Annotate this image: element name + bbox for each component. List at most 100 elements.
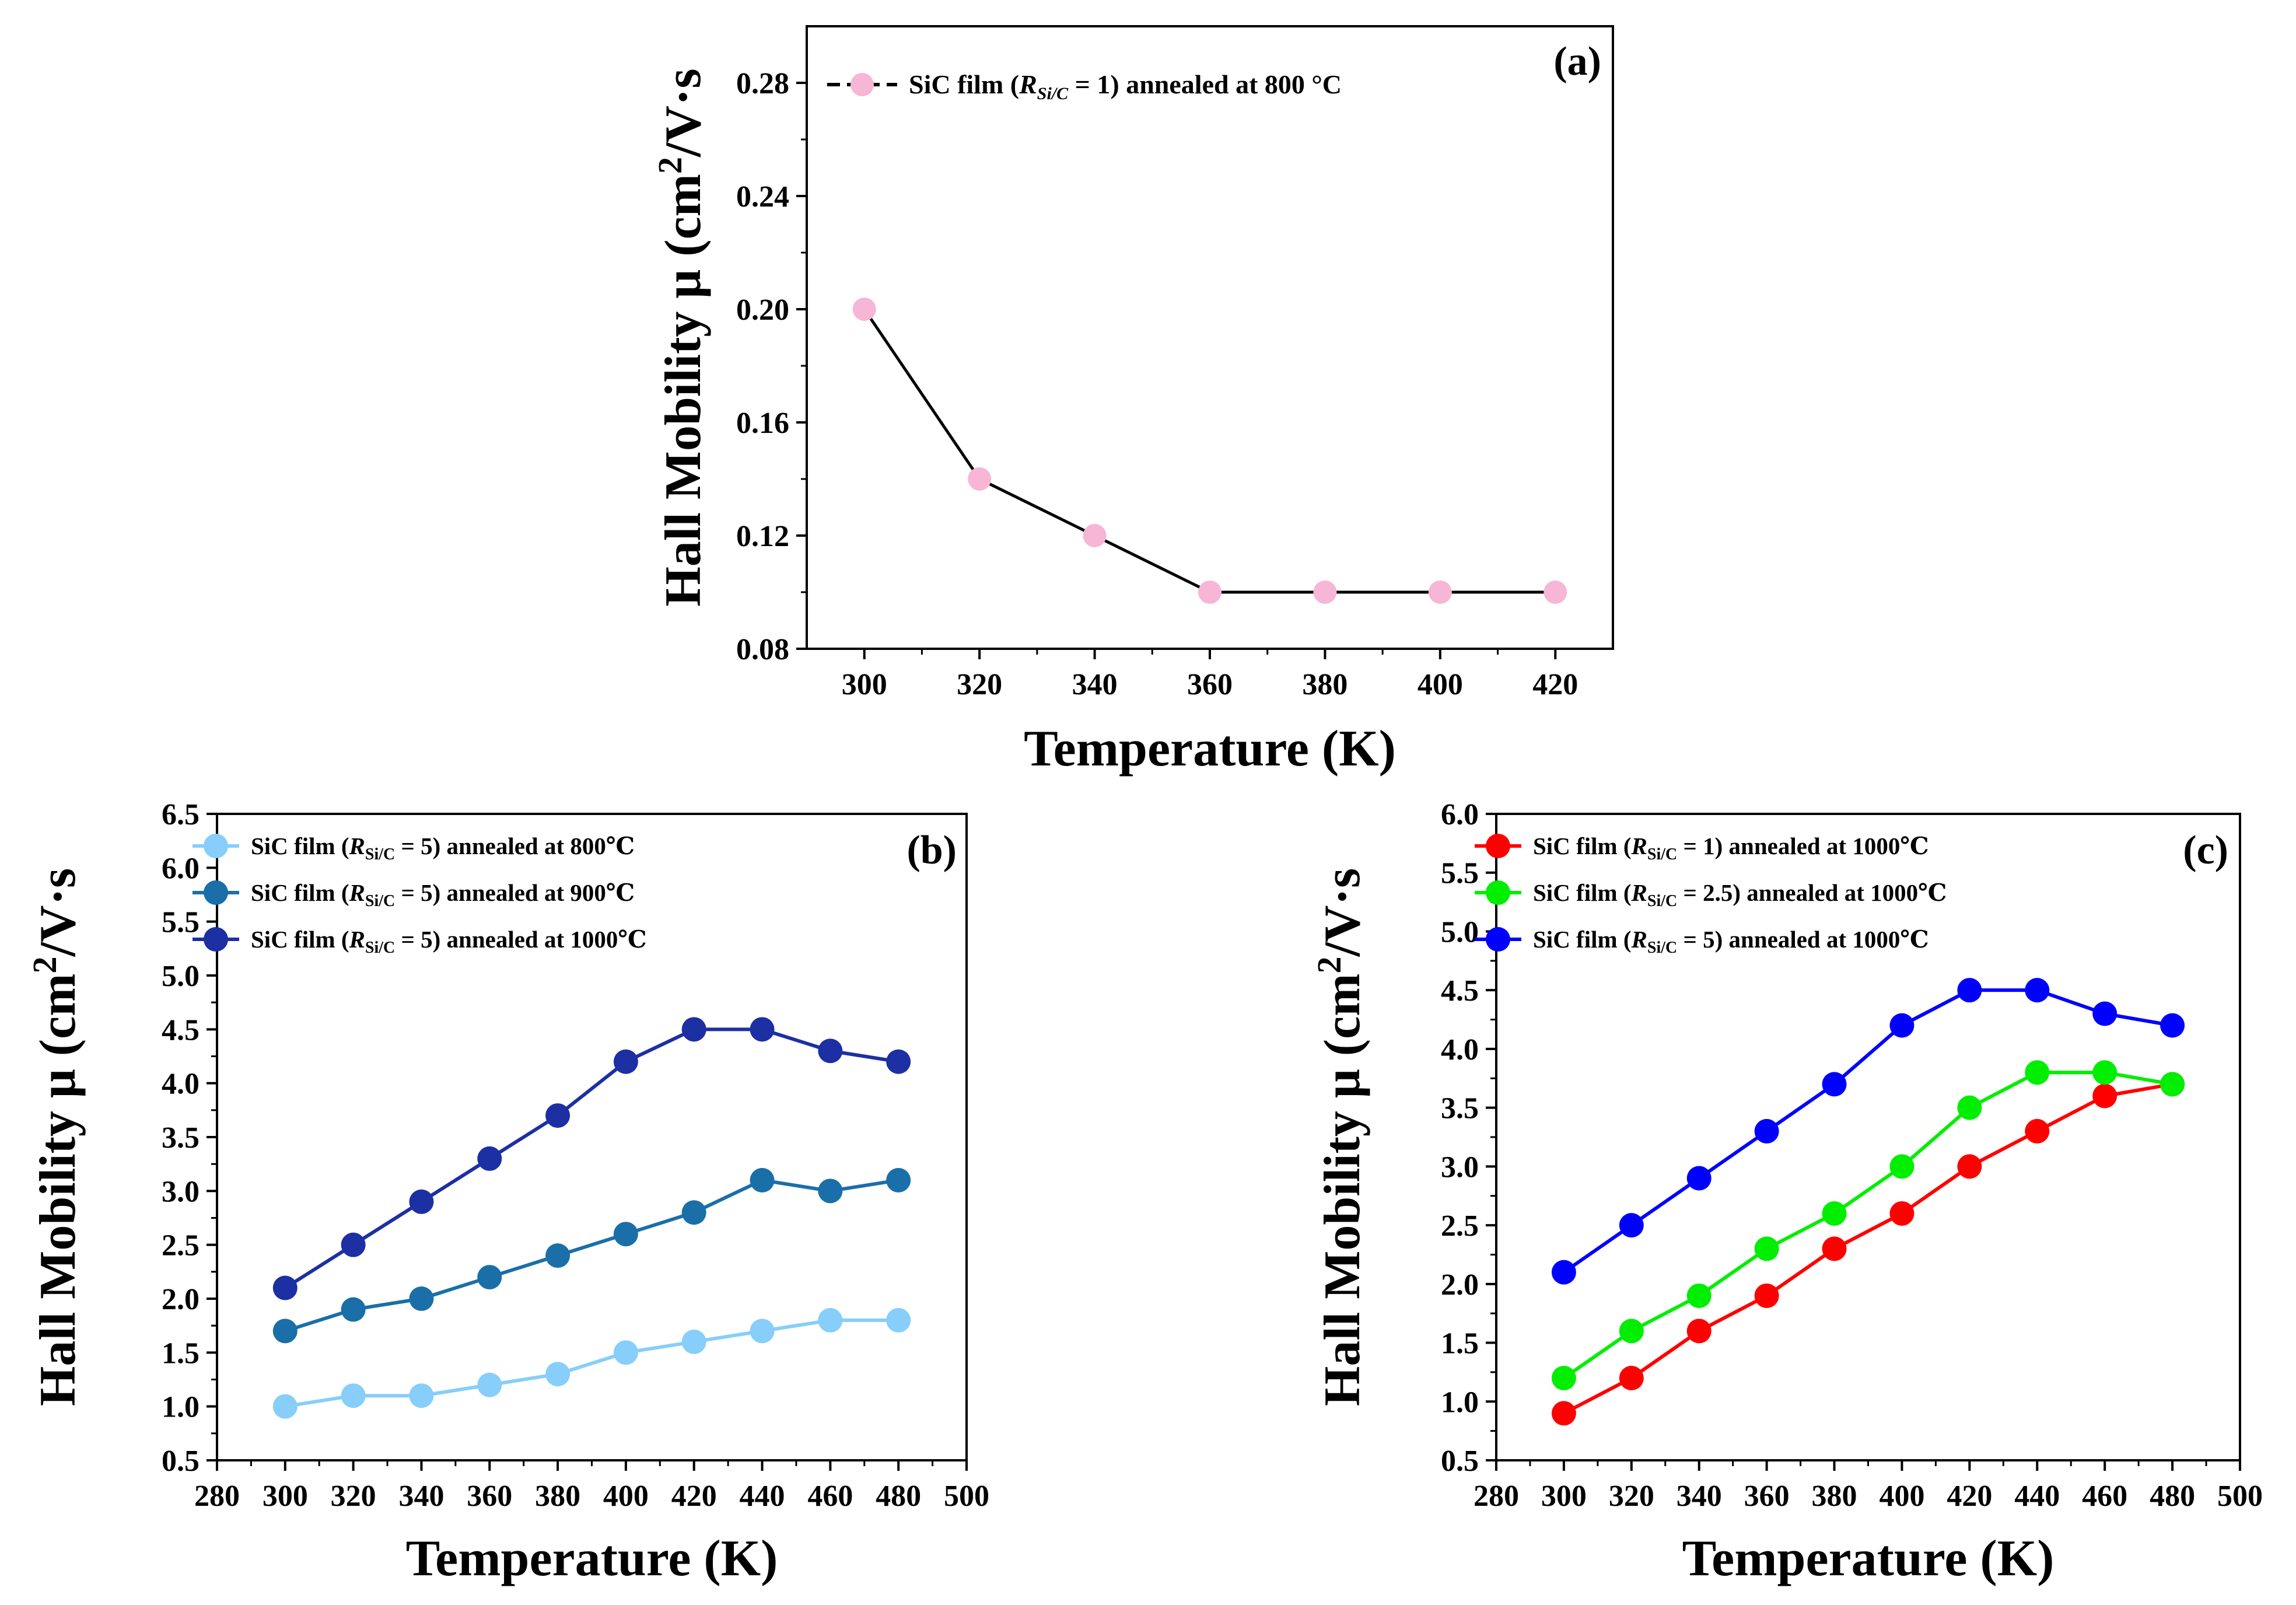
data-point bbox=[613, 1222, 638, 1247]
x-axis-title: Temperature (K) bbox=[1682, 1530, 2054, 1587]
data-point bbox=[818, 1307, 843, 1333]
panel-label: (b) bbox=[907, 828, 957, 873]
data-point bbox=[1083, 524, 1107, 547]
series-2 bbox=[1551, 1060, 2185, 1390]
data-point bbox=[545, 1362, 570, 1387]
chart-panel-3: 280 300 320 340 360 380 400 420 440 460 480 500 0.5 1… bbox=[1310, 798, 2263, 1587]
data-point bbox=[409, 1286, 434, 1311]
data-point bbox=[818, 1038, 843, 1064]
legend-text-pre: SiC film ( bbox=[251, 833, 349, 859]
data-point bbox=[681, 1329, 706, 1354]
data-point bbox=[2092, 1083, 2118, 1109]
y-tick-label: 3.0 bbox=[162, 1175, 200, 1208]
x-tick-label: 280 bbox=[1474, 1480, 1519, 1513]
legend-text-sub: Si/C bbox=[365, 939, 395, 957]
legend-text-sub: Si/C bbox=[365, 845, 395, 863]
y-tick-label: 3.5 bbox=[1441, 1092, 1479, 1125]
legend-text-post: = 1) annealed at 800 °C bbox=[1068, 69, 1342, 99]
series-line bbox=[1563, 988, 2173, 1274]
legend-label: SiC film (RSi/C = 5) annealed at 800℃ bbox=[251, 833, 635, 863]
y-axis-title: Hall Mobility μ (cm2/V·s bbox=[651, 68, 712, 606]
y-tick-label: 1.5 bbox=[162, 1337, 200, 1370]
data-point bbox=[1686, 1166, 1712, 1191]
x-tick-label: 340 bbox=[1072, 668, 1118, 701]
data-point bbox=[613, 1340, 638, 1365]
data-point bbox=[1313, 581, 1337, 604]
y-tick-label: 3.5 bbox=[162, 1121, 200, 1155]
y-tick-label: 4.0 bbox=[162, 1068, 200, 1101]
data-point bbox=[1957, 1095, 1982, 1120]
legend-label: SiC film (RSi/C = 1) annealed at 800 °C bbox=[909, 69, 1342, 103]
legend-label: SiC film (RSi/C = 1) annealed at 1000℃ bbox=[1533, 833, 1929, 863]
legend-text-sub: Si/C bbox=[1647, 892, 1677, 910]
data-point bbox=[1889, 1201, 1915, 1226]
legend-text-sub: Si/C bbox=[365, 892, 395, 910]
legend-marker bbox=[204, 880, 228, 905]
series-line bbox=[1563, 1082, 2173, 1415]
y-tick-label: 1.0 bbox=[1441, 1386, 1479, 1419]
x-tick-label: 440 bbox=[740, 1480, 785, 1513]
data-point bbox=[1754, 1283, 1779, 1308]
y-tick-label: 2.0 bbox=[162, 1283, 200, 1316]
x-tick-label: 320 bbox=[1609, 1480, 1654, 1513]
x-tick-label: 480 bbox=[2150, 1480, 2195, 1513]
y-tick-label: 0.5 bbox=[1441, 1445, 1479, 1478]
x-tick-label: 380 bbox=[1812, 1480, 1857, 1513]
x-tick-label: 280 bbox=[194, 1480, 240, 1513]
legend-text-pre: SiC film ( bbox=[909, 69, 1019, 99]
legend-marker bbox=[1486, 880, 1510, 905]
data-point bbox=[1822, 1072, 1847, 1097]
data-point bbox=[272, 1319, 298, 1344]
data-point bbox=[2092, 1060, 2118, 1085]
x-tick-label: 320 bbox=[331, 1480, 376, 1513]
data-point bbox=[1686, 1283, 1712, 1308]
data-point bbox=[409, 1189, 434, 1214]
legend-text-pre: SiC film ( bbox=[251, 926, 349, 953]
y-tick-label: 0.28 bbox=[736, 67, 789, 100]
legend-entry-1: SiC film (RSi/C = 5) annealed at 800℃ bbox=[192, 833, 635, 863]
legend-text-sub: Si/C bbox=[1037, 84, 1069, 103]
y-axis-title-tail: /V·s bbox=[1314, 868, 1371, 957]
series-2 bbox=[272, 1167, 911, 1344]
legend-entry-2: SiC film (RSi/C = 2.5) annealed at 1000℃ bbox=[1475, 879, 1947, 910]
legend-marker bbox=[1486, 927, 1510, 952]
data-point bbox=[1686, 1319, 1712, 1344]
data-point bbox=[1428, 581, 1452, 604]
y-tick-label: 3.0 bbox=[1441, 1151, 1479, 1184]
y-tick-label: 2.5 bbox=[162, 1229, 200, 1263]
legend-text-r: R bbox=[1631, 879, 1647, 906]
x-tick-label: 440 bbox=[2014, 1480, 2060, 1513]
y-tick-label: 6.0 bbox=[162, 852, 200, 885]
series-1 bbox=[272, 1307, 911, 1419]
data-point bbox=[2160, 1013, 2185, 1038]
y-tick-label: 2.0 bbox=[1441, 1268, 1479, 1302]
legend-entry-3: SiC film (RSi/C = 5) annealed at 1000℃ bbox=[192, 926, 647, 957]
y-tick-label: 4.0 bbox=[1441, 1033, 1479, 1066]
legend-text-post: = 2.5) annealed at 1000℃ bbox=[1677, 879, 1947, 906]
x-tick-label: 460 bbox=[807, 1480, 853, 1513]
chart-panel-2: 280 300 320 340 360 380 400 420 440 460 480 500 0.5 1… bbox=[26, 798, 989, 1587]
legend-text-r: R bbox=[349, 833, 365, 859]
x-tick-label: 420 bbox=[1532, 668, 1578, 701]
legend-text-r: R bbox=[349, 926, 365, 953]
y-axis-title: Hall Mobility μ (cm2/V·s bbox=[1310, 868, 1371, 1406]
data-point bbox=[1822, 1236, 1847, 1261]
x-tick-label: 340 bbox=[398, 1480, 444, 1513]
y-tick-label: 5.5 bbox=[162, 906, 200, 939]
data-point bbox=[613, 1049, 638, 1074]
data-point bbox=[750, 1017, 775, 1042]
data-point bbox=[886, 1049, 911, 1074]
legend-text-r: R bbox=[1631, 926, 1647, 953]
legend-text-pre: SiC film ( bbox=[251, 879, 349, 906]
data-point bbox=[1619, 1213, 1644, 1238]
legend-text-post: = 5) annealed at 1000℃ bbox=[1677, 926, 1929, 953]
data-point bbox=[886, 1307, 911, 1333]
data-point bbox=[1619, 1319, 1644, 1344]
x-tick-label: 300 bbox=[1541, 1480, 1587, 1513]
y-tick-label: 0.20 bbox=[736, 293, 789, 327]
data-point bbox=[1754, 1118, 1779, 1144]
legend-label: SiC film (RSi/C = 5) annealed at 900℃ bbox=[251, 879, 635, 910]
legend-text-post: = 5) annealed at 900℃ bbox=[395, 879, 635, 906]
y-axis-title-main: Hall Mobility μ (cm bbox=[1314, 974, 1371, 1407]
x-tick-label: 460 bbox=[2082, 1480, 2127, 1513]
